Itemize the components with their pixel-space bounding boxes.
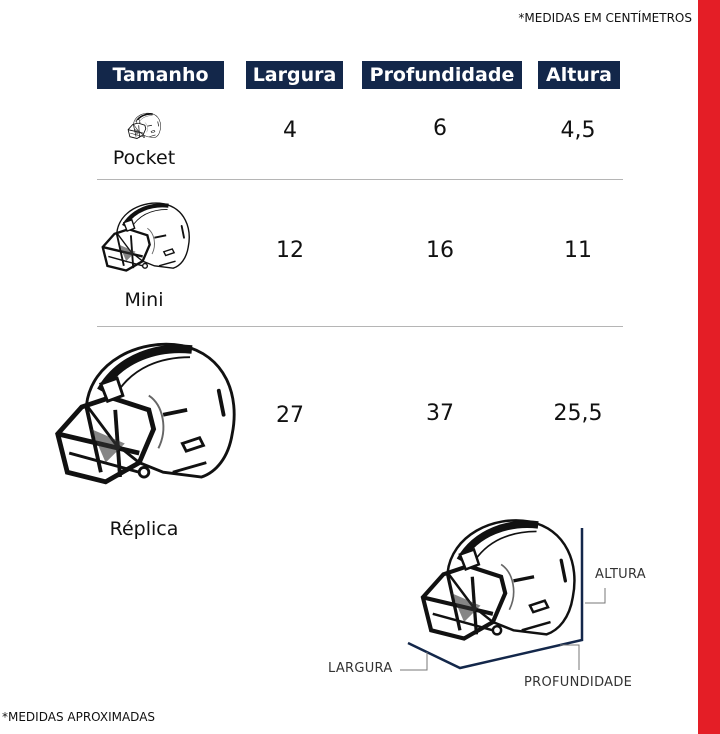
profundidade-value: 37 bbox=[426, 401, 454, 426]
profundidade-label: PROFUNDIDADE bbox=[524, 675, 633, 690]
header-tamanho: Tamanho bbox=[97, 61, 224, 89]
header-altura: Altura bbox=[538, 61, 620, 89]
row-divider bbox=[97, 179, 623, 180]
altura-leader bbox=[585, 588, 606, 604]
profundidade-value: 6 bbox=[433, 116, 447, 141]
profundidade-value: 16 bbox=[426, 238, 454, 263]
red-accent-bar bbox=[698, 0, 720, 734]
largura-value: 27 bbox=[276, 403, 304, 428]
size-label: Mini bbox=[124, 289, 164, 311]
largura-leader bbox=[400, 652, 428, 671]
altura-value: 11 bbox=[564, 238, 592, 263]
altura-value: 25,5 bbox=[553, 401, 603, 426]
units-note: *MEDIDAS EM CENTÍMETROS bbox=[518, 11, 692, 25]
size-label: Pocket bbox=[112, 147, 176, 169]
dimension-axes bbox=[407, 528, 584, 670]
largura-label: LARGURA bbox=[328, 661, 393, 676]
header-largura: Largura bbox=[246, 61, 343, 89]
approximate-note: *MEDIDAS APROXIMADAS bbox=[2, 710, 156, 724]
altura-label: ALTURA bbox=[595, 567, 647, 582]
largura-value: 4 bbox=[283, 118, 297, 143]
size-label: Réplica bbox=[109, 518, 179, 540]
altura-value: 4,5 bbox=[560, 118, 596, 143]
header-profundidade: Profundidade bbox=[362, 61, 522, 89]
profundidade-leader bbox=[560, 644, 580, 670]
largura-value: 12 bbox=[276, 238, 304, 263]
row-divider bbox=[97, 326, 623, 327]
